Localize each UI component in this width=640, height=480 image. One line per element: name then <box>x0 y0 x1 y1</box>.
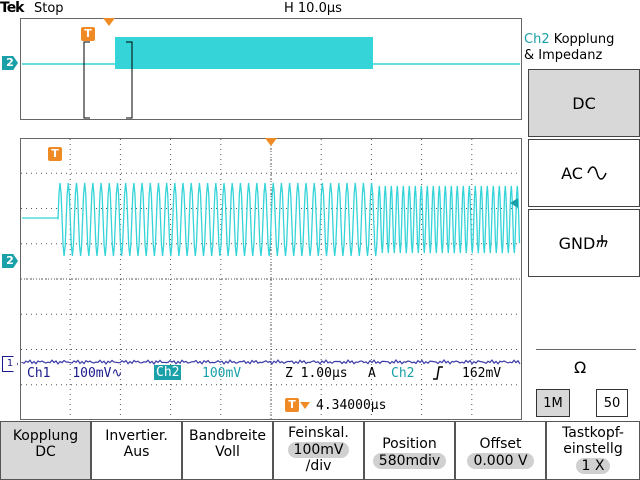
coupling-ac-button[interactable]: AC <box>528 139 640 207</box>
overview-trigger-marker: T <box>81 27 95 41</box>
trigger-position-marker: T <box>285 398 299 412</box>
menu-feinskal-value: 100mV <box>287 442 350 458</box>
ch1-coupling-icon: ∿ <box>111 366 123 381</box>
side-panel-title-text: Kopplung <box>549 32 615 47</box>
side-panel-channel: Ch2 <box>524 32 550 47</box>
menu-tastkopf-title-line2: einstellg <box>563 441 623 457</box>
zoom-window-bracket <box>83 41 133 119</box>
ch1-label: Ch1 <box>27 366 51 381</box>
menu-position-button[interactable]: Position 580mdiv <box>364 421 455 480</box>
coupling-dc-label: DC <box>572 93 596 113</box>
trigger-position-readout: 4.34000µs <box>316 398 387 413</box>
menu-invertier-value: Aus <box>123 444 150 460</box>
menu-invertier-title: Invertier. <box>105 428 168 444</box>
menu-kopplung-title: Kopplung <box>12 428 79 444</box>
coupling-dc-button[interactable]: DC <box>528 69 640 137</box>
menu-offset-value: 0.000 V <box>467 453 534 469</box>
menu-bandbreite-title: Bandbreite <box>189 428 266 444</box>
menu-tastkopf-value: 1 X <box>575 458 611 474</box>
ch1-waveform <box>21 358 521 366</box>
ground-icon <box>596 235 608 248</box>
side-panel-divider <box>536 349 636 350</box>
menu-position-value: 580mdiv <box>372 453 447 469</box>
ch2-scale: 100mV <box>202 366 242 381</box>
menu-offset-button[interactable]: Offset 0.000 V <box>455 421 546 480</box>
side-panel-title: Ch2 Kopplung & Impedanz <box>524 32 640 64</box>
impedance-50-button[interactable]: 50 <box>596 389 628 417</box>
menu-kopplung-button[interactable]: Kopplung DC <box>0 421 91 480</box>
graticule-grid <box>21 139 521 419</box>
menu-tastkopf-title: Tastkopf- <box>562 425 624 441</box>
coupling-gnd-label: GND <box>558 233 596 253</box>
overview-ch2-marker[interactable]: 2 <box>2 56 18 70</box>
ch2-label-badge: Ch2 <box>154 365 182 380</box>
brand-logo: Tek <box>0 0 24 16</box>
menu-position-title: Position <box>382 436 437 452</box>
bottom-menu-bar: Kopplung DC Invertier. Aus Bandbreite Vo… <box>0 421 640 480</box>
menu-bandbreite-button[interactable]: Bandbreite Voll <box>182 421 273 480</box>
trigger-position-arrow-icon <box>300 402 310 409</box>
impedance-1m-button[interactable]: 1M <box>536 389 570 417</box>
menu-feinskal-unit: /div <box>305 458 332 474</box>
menu-invertier-button[interactable]: Invertier. Aus <box>91 421 182 480</box>
trigger-mode: A <box>368 366 376 381</box>
overview-window <box>20 18 522 120</box>
main-ch2-marker[interactable]: 2 <box>2 254 18 268</box>
ch1-readout: Ch1 100mV∿ <box>27 366 122 381</box>
menu-bandbreite-value: Voll <box>215 444 240 460</box>
main-trigger-marker: T <box>48 147 62 161</box>
main-graticule <box>20 138 522 420</box>
overview-trace <box>22 37 520 69</box>
main-ch1-marker[interactable]: 1 <box>2 356 18 372</box>
overview-trigger-position-arrow <box>103 18 115 26</box>
coupling-ac-label: AC <box>561 163 583 183</box>
timebase-readout: H 10.0µs <box>284 1 342 16</box>
menu-feinskal-button[interactable]: Feinskal. 100mV /div <box>273 421 364 480</box>
impedance-symbol: Ω <box>574 358 587 377</box>
main-trigger-position-arrow <box>265 138 277 146</box>
menu-feinskal-title: Feinskal. <box>288 425 349 441</box>
trigger-level: 162mV <box>462 366 502 381</box>
menu-tastkopf-button[interactable]: Tastkopf- einstellg 1 X <box>546 421 640 480</box>
ac-wave-icon <box>587 166 607 180</box>
acquisition-status: Stop <box>34 1 64 16</box>
trigger-source: Ch2 <box>391 366 415 381</box>
menu-offset-title: Offset <box>479 436 522 452</box>
rising-edge-icon <box>433 366 443 380</box>
menu-kopplung-value: DC <box>35 444 56 460</box>
side-panel-title-line2: & Impedanz <box>524 48 603 63</box>
coupling-gnd-button[interactable]: GND <box>528 209 640 277</box>
ch1-scale: 100mV <box>72 366 112 381</box>
ch2-waveform <box>22 182 521 257</box>
zoom-scale-readout: Z 1.00µs <box>285 366 348 381</box>
trigger-level-arrow <box>510 198 518 208</box>
